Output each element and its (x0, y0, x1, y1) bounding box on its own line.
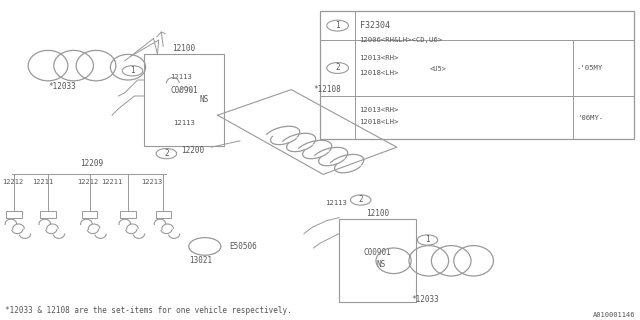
Circle shape (156, 148, 177, 159)
Text: 12209: 12209 (80, 159, 103, 168)
Text: '06MY-: '06MY- (577, 115, 603, 121)
Text: C00901: C00901 (170, 86, 198, 95)
Circle shape (326, 20, 349, 31)
Text: E50506: E50506 (229, 242, 257, 251)
Text: 1: 1 (130, 66, 135, 75)
Text: 12018<LH>: 12018<LH> (359, 70, 399, 76)
Text: *12033 & 12108 are the set-items for one vehicle respectively.: *12033 & 12108 are the set-items for one… (5, 306, 292, 315)
Text: C00901: C00901 (364, 248, 392, 257)
Text: NS: NS (200, 95, 209, 105)
Bar (320, 11, 634, 139)
Text: 12212: 12212 (77, 180, 98, 185)
Text: 1: 1 (335, 21, 340, 30)
Text: 2: 2 (164, 149, 169, 158)
Text: 12212: 12212 (2, 180, 23, 185)
Text: 13021: 13021 (189, 256, 212, 265)
Text: *12108: *12108 (314, 85, 341, 94)
Bar (120, 211, 136, 218)
Text: 2: 2 (335, 63, 340, 73)
Bar (144, 54, 224, 146)
Text: <U5>: <U5> (429, 66, 447, 72)
Text: 1: 1 (425, 236, 430, 244)
Text: 12213: 12213 (141, 180, 162, 185)
Circle shape (351, 195, 371, 205)
Text: 12211: 12211 (101, 180, 122, 185)
Text: 12013<RH>: 12013<RH> (359, 107, 399, 113)
Text: *12033: *12033 (412, 295, 439, 304)
Text: 12113: 12113 (325, 200, 347, 206)
Circle shape (417, 235, 438, 245)
Text: F32304: F32304 (360, 21, 390, 30)
Circle shape (122, 66, 143, 76)
Bar (40, 211, 56, 218)
Text: NS: NS (377, 260, 386, 269)
Bar (6, 211, 22, 218)
Circle shape (326, 63, 349, 74)
Text: 12211: 12211 (32, 180, 53, 185)
Text: 12200: 12200 (181, 146, 204, 155)
Text: 12100: 12100 (366, 209, 389, 218)
Text: 12113: 12113 (170, 74, 191, 80)
Bar (156, 211, 171, 218)
Text: A010001146: A010001146 (593, 312, 635, 318)
Text: 12100: 12100 (172, 44, 196, 53)
Bar (82, 211, 97, 218)
Text: -'05MY: -'05MY (577, 65, 603, 71)
Text: 12006<RH&LH><CD,U6>: 12006<RH&LH><CD,U6> (359, 37, 442, 43)
Bar (339, 219, 416, 302)
Text: 2: 2 (358, 196, 363, 204)
Text: 12013<RH>: 12013<RH> (359, 55, 399, 61)
Text: *12033: *12033 (48, 82, 76, 91)
Text: 12018<LH>: 12018<LH> (359, 119, 399, 125)
Text: 12113: 12113 (173, 120, 195, 126)
